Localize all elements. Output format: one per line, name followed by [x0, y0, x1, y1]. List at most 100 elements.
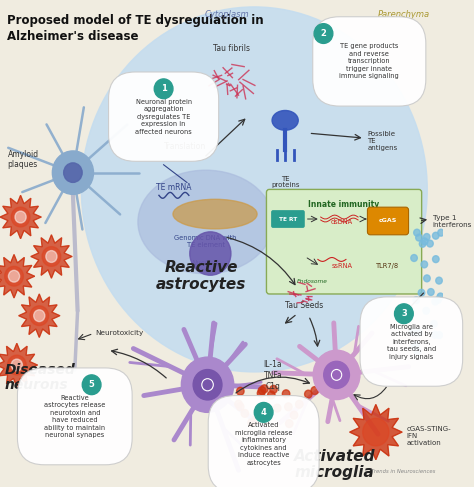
Text: Translation: Translation — [164, 142, 206, 150]
FancyBboxPatch shape — [266, 189, 422, 294]
Circle shape — [52, 151, 93, 194]
Polygon shape — [0, 343, 37, 387]
Text: TE RT: TE RT — [279, 217, 297, 222]
Text: Reactive
astrocytes release
neurotoxin and
have reduced
ability to maintain
neur: Reactive astrocytes release neurotoxin a… — [44, 394, 106, 438]
Circle shape — [237, 403, 244, 411]
Polygon shape — [0, 195, 41, 239]
Circle shape — [270, 385, 277, 393]
Circle shape — [193, 370, 222, 400]
Text: Genomic DNA with
TE element: Genomic DNA with TE element — [174, 235, 237, 248]
Text: 3: 3 — [401, 309, 407, 318]
Circle shape — [30, 306, 49, 325]
Circle shape — [311, 387, 319, 394]
Text: cGAS: cGAS — [379, 219, 397, 224]
Circle shape — [46, 251, 57, 262]
Circle shape — [424, 275, 430, 282]
Circle shape — [285, 420, 293, 428]
Circle shape — [428, 289, 434, 296]
Circle shape — [435, 297, 441, 303]
Circle shape — [202, 379, 213, 391]
Polygon shape — [0, 255, 35, 298]
Ellipse shape — [138, 170, 273, 274]
Text: 5: 5 — [89, 380, 94, 389]
Circle shape — [414, 229, 420, 236]
Text: cGAS-STING-
IFN
activation: cGAS-STING- IFN activation — [407, 426, 451, 446]
Polygon shape — [31, 235, 72, 278]
Text: Neuronal protein
aggregation
dysregulates TE
expression in
affected neurons: Neuronal protein aggregation dysregulate… — [135, 99, 192, 134]
Text: Cytoplasm: Cytoplasm — [205, 10, 249, 19]
Ellipse shape — [173, 199, 257, 229]
Circle shape — [5, 266, 23, 286]
Circle shape — [418, 289, 425, 296]
Text: Tau fibrils: Tau fibrils — [213, 44, 250, 54]
Circle shape — [431, 320, 437, 327]
Text: Nucleus: Nucleus — [191, 261, 219, 266]
Circle shape — [251, 417, 259, 425]
Circle shape — [82, 375, 101, 394]
Circle shape — [427, 240, 433, 247]
Circle shape — [295, 400, 303, 408]
Circle shape — [252, 415, 260, 423]
Circle shape — [423, 307, 429, 314]
Text: 1: 1 — [161, 84, 166, 94]
Circle shape — [314, 24, 333, 43]
Circle shape — [433, 256, 439, 262]
Circle shape — [254, 402, 273, 422]
Circle shape — [432, 232, 439, 239]
Circle shape — [64, 163, 82, 183]
Circle shape — [248, 419, 255, 427]
Circle shape — [268, 391, 275, 399]
Circle shape — [413, 297, 419, 304]
Text: TE mRNA: TE mRNA — [156, 183, 191, 192]
Circle shape — [413, 341, 419, 348]
Text: Activated
microglia release
inflammatory
cytokines and
induce reactive
astrocyte: Activated microglia release inflammatory… — [235, 422, 292, 466]
Circle shape — [394, 304, 413, 323]
Text: Tau Seeds: Tau Seeds — [285, 301, 323, 310]
Circle shape — [284, 403, 292, 411]
Circle shape — [261, 385, 268, 393]
Circle shape — [241, 410, 248, 417]
Circle shape — [419, 240, 426, 247]
Text: Proposed model of TE dysregulation in
Alzheimer's disease: Proposed model of TE dysregulation in Al… — [8, 14, 264, 43]
Text: TE
proteins: TE proteins — [271, 176, 300, 188]
Text: Endosome: Endosome — [297, 279, 328, 283]
Circle shape — [8, 355, 26, 375]
Text: IL-1a
TNFa
C1q: IL-1a TNFa C1q — [264, 360, 283, 391]
Circle shape — [235, 400, 242, 408]
Text: Reactive
astrocytes: Reactive astrocytes — [156, 261, 246, 292]
Circle shape — [411, 255, 417, 262]
Text: Parenchyma: Parenchyma — [378, 10, 430, 19]
Circle shape — [436, 277, 442, 284]
Circle shape — [82, 7, 427, 372]
Circle shape — [305, 390, 312, 398]
Circle shape — [258, 387, 266, 394]
Circle shape — [15, 211, 26, 223]
Circle shape — [409, 329, 416, 336]
Circle shape — [416, 329, 422, 336]
Text: TE gene products
and reverse
transcription
trigger innate
immune signaling: TE gene products and reverse transcripti… — [339, 43, 399, 79]
Text: Type 1
interferons: Type 1 interferons — [433, 215, 472, 228]
Text: 4: 4 — [261, 408, 266, 417]
Circle shape — [313, 350, 360, 399]
Ellipse shape — [272, 111, 298, 130]
Text: Neurotoxicity: Neurotoxicity — [95, 331, 144, 337]
Circle shape — [190, 232, 231, 275]
Circle shape — [411, 343, 418, 350]
Text: Amyloid
plaques: Amyloid plaques — [8, 150, 38, 169]
Circle shape — [257, 389, 265, 397]
Text: Trends in Neurosciences: Trends in Neurosciences — [371, 468, 436, 473]
Circle shape — [363, 418, 389, 446]
Circle shape — [34, 310, 45, 321]
FancyBboxPatch shape — [271, 210, 305, 228]
Circle shape — [331, 370, 342, 380]
Circle shape — [421, 261, 428, 268]
Circle shape — [421, 238, 428, 245]
Text: TLR7/8: TLR7/8 — [376, 263, 400, 269]
Circle shape — [11, 359, 22, 371]
Text: Microglia are
activated by
interferons,
tau seeds, and
injury signals: Microglia are activated by interferons, … — [387, 323, 436, 359]
Circle shape — [416, 234, 422, 241]
FancyBboxPatch shape — [367, 207, 409, 235]
Text: 2: 2 — [320, 29, 327, 38]
Circle shape — [182, 357, 234, 412]
Text: dsDNA: dsDNA — [331, 219, 353, 225]
